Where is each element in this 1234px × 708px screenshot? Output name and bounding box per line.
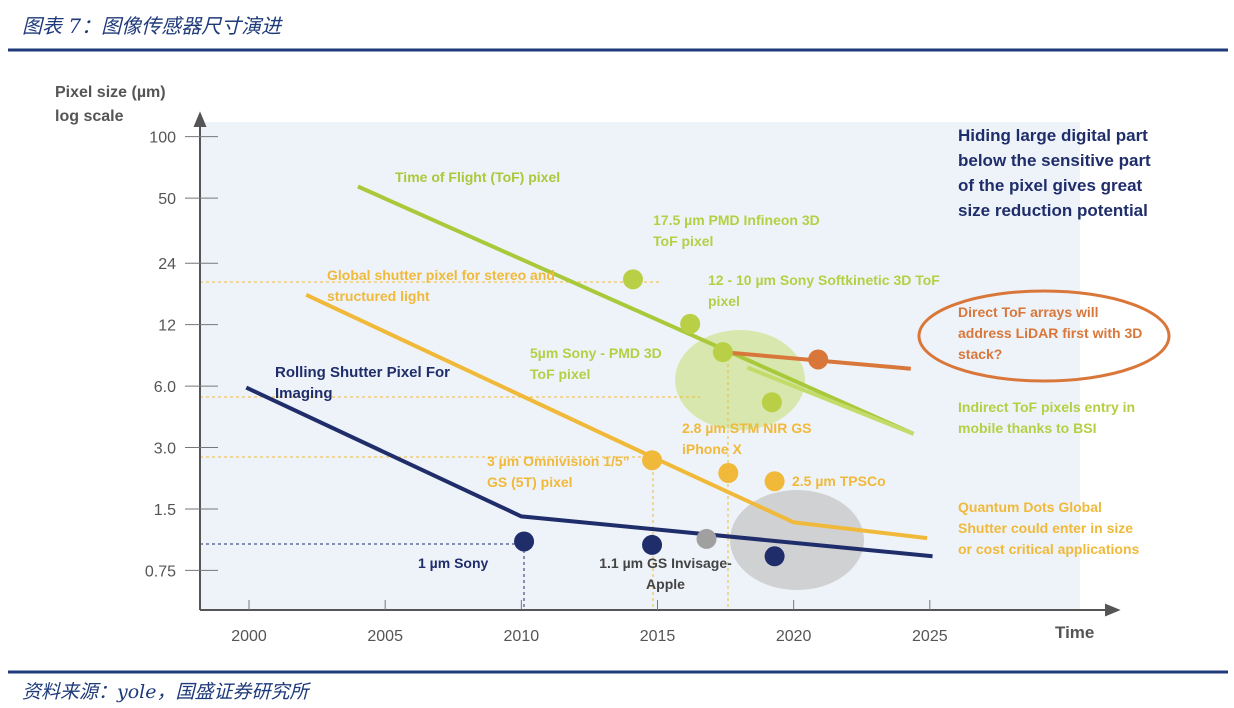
callout-oval	[917, 289, 1171, 383]
annotation: Quantum Dots Global Shutter could enter …	[958, 499, 1140, 557]
highlight-ellipse	[675, 330, 805, 430]
data-point	[680, 313, 701, 334]
data-point	[764, 471, 785, 492]
y-tick-label: 100	[149, 130, 176, 147]
point-label: 1.1 µm GS Invisage-Apple	[599, 555, 732, 592]
y-tick-label: 1.5	[154, 502, 176, 519]
x-tick-label: 2020	[776, 628, 812, 645]
x-tick-label: 2010	[504, 628, 540, 645]
series-label: Indirect ToF pixels entry in mobile than…	[958, 399, 1136, 436]
point-label: 5µm Sony - PMD 3D ToF pixel	[530, 345, 662, 382]
y-axis-label: Pixel size (µm)	[55, 84, 166, 101]
data-point	[514, 531, 535, 552]
axes	[193, 111, 1121, 617]
y-tick-label: 24	[158, 256, 176, 273]
series-line	[357, 184, 915, 436]
x-tick-label: 2015	[640, 628, 676, 645]
y-tick-label: 50	[158, 191, 176, 208]
x-axis-label: Time	[1055, 623, 1094, 642]
data-point	[808, 349, 829, 370]
data-point	[622, 269, 643, 290]
point-label: 2.5 µm TPSCo	[792, 473, 886, 489]
x-tick-label: 2005	[367, 628, 403, 645]
figure-title: 图表 7：图像传感器尺寸演进	[22, 14, 282, 38]
series-line	[305, 292, 928, 541]
y-axis-note: log scale	[55, 108, 124, 125]
y-tick-label: 3.0	[154, 441, 176, 458]
point-label: 17.5 µm PMD Infineon 3D ToF pixel	[653, 212, 820, 249]
data-point	[642, 534, 663, 555]
data-point	[764, 546, 785, 567]
point-label: 1 µm Sony	[418, 555, 489, 571]
series-label: Direct ToF arrays will address LiDAR fir…	[958, 304, 1143, 362]
data-point	[642, 450, 663, 471]
series-label: Rolling Shutter Pixel For Imaging	[275, 364, 451, 402]
annotation: Hiding large digital part below the sens…	[958, 126, 1151, 220]
highlight-ellipse	[730, 490, 864, 590]
data-point	[696, 528, 717, 549]
series-line	[746, 365, 915, 436]
data-point	[712, 342, 733, 363]
point-label: 3 µm Omnivision 1/5” GS (5T) pixel	[487, 453, 630, 490]
x-tick-label: 2025	[912, 628, 948, 645]
point-label: 2.8 µm STM NIR GS iPhone X	[682, 420, 812, 457]
y-tick-label: 0.75	[145, 563, 176, 580]
y-tick-label: 12	[158, 318, 176, 335]
series-line	[245, 385, 933, 559]
series-label: Global shutter pixel for stereo and stru…	[327, 267, 555, 304]
y-tick-label: 6.0	[154, 379, 176, 396]
point-label: 12 - 10 µm Sony Softkinetic 3D ToF pixel	[708, 272, 940, 309]
x-tick-label: 2000	[231, 628, 267, 645]
series-label: Time of Flight (ToF) pixel	[395, 169, 561, 185]
figure-source: 资料来源：yole，国盛证券研究所	[22, 681, 309, 703]
data-point	[718, 463, 739, 484]
data-point	[761, 392, 782, 413]
